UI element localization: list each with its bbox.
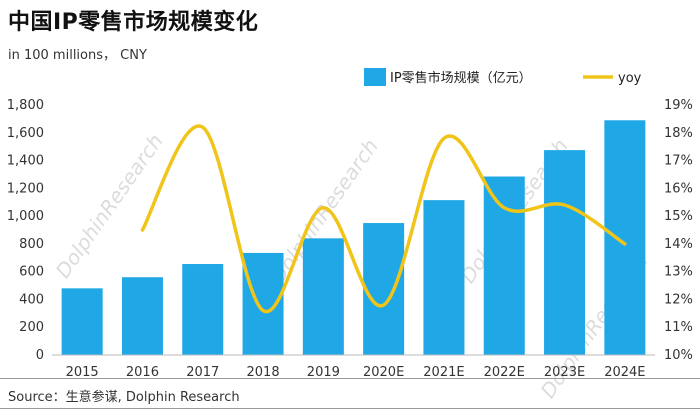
yoy-series: [140, 124, 627, 314]
y-tick-label: 1,400: [7, 154, 44, 169]
bar: [363, 223, 405, 355]
bar: [121, 277, 163, 355]
y-tick-label: 400: [19, 292, 44, 307]
y-tick-label: 1,800: [7, 98, 44, 113]
y2-tick-label: 16%: [664, 181, 693, 196]
bar: [61, 288, 103, 355]
x-tick-label: 2018: [247, 365, 280, 380]
unit-label: in 100 millions， CNY: [8, 48, 147, 63]
y-tick-label: 600: [19, 265, 44, 280]
x-tick-label: 2016: [126, 365, 159, 380]
legend-bar-label: IP零售市场规模（亿元）: [390, 70, 532, 86]
y2-tick-label: 15%: [664, 209, 693, 224]
bar: [182, 264, 224, 355]
source-note: Source：生意参谋, Dolphin Research: [8, 390, 240, 405]
y-axis-left: 0 200 400 600 800 1,000 1,200 1,400 1,600 1,800: [7, 98, 44, 363]
y-axis-right: 10% 11% 12% 13% 14% 15% 16% 17% 18% 19%: [664, 98, 693, 363]
y2-tick-label: 11%: [664, 320, 693, 335]
y2-tick-label: 10%: [664, 348, 693, 363]
x-tick-label: 2020E: [363, 365, 404, 380]
legend-bar-swatch: [364, 68, 386, 86]
watermark-text: DolphinResearch: [51, 130, 168, 283]
x-tick-label: 2022E: [484, 365, 525, 380]
x-tick-label: 2024E: [604, 365, 645, 380]
y2-tick-label: 13%: [664, 265, 693, 280]
y2-tick-label: 17%: [664, 154, 693, 169]
y-tick-label: 0: [36, 348, 44, 363]
legend: IP零售市场规模（亿元） yoy: [364, 68, 642, 86]
x-tick-label: 2021E: [423, 365, 464, 380]
y-tick-label: 800: [19, 237, 44, 252]
y2-tick-label: 18%: [664, 126, 693, 141]
y2-tick-label: 14%: [664, 237, 693, 252]
y-tick-label: 1,200: [7, 181, 44, 196]
bar: [302, 238, 344, 355]
y-tick-label: 1,600: [7, 126, 44, 141]
chart-title: 中国IP零售市场规模变化: [8, 10, 259, 35]
x-tick-label: 2019: [307, 365, 340, 380]
legend-line-label: yoy: [618, 71, 642, 86]
x-tick-label: 2015: [66, 365, 99, 380]
bar: [423, 200, 465, 355]
bar: [604, 120, 646, 356]
x-tick-label: 2023E: [544, 365, 585, 380]
yoy-line: [140, 124, 627, 314]
y-tick-label: 200: [19, 320, 44, 335]
y2-tick-label: 19%: [664, 98, 693, 113]
x-axis: 2015 2016 2017 2018 2019 2020E 2021E 2022E 2023E…: [66, 365, 646, 380]
bar: [544, 150, 586, 355]
y2-tick-label: 12%: [664, 292, 693, 307]
bar: [483, 176, 525, 355]
bottom-divider: [0, 408, 700, 409]
x-tick-label: 2017: [186, 365, 219, 380]
y-tick-label: 1,000: [7, 209, 44, 224]
footer-divider: [0, 378, 700, 379]
